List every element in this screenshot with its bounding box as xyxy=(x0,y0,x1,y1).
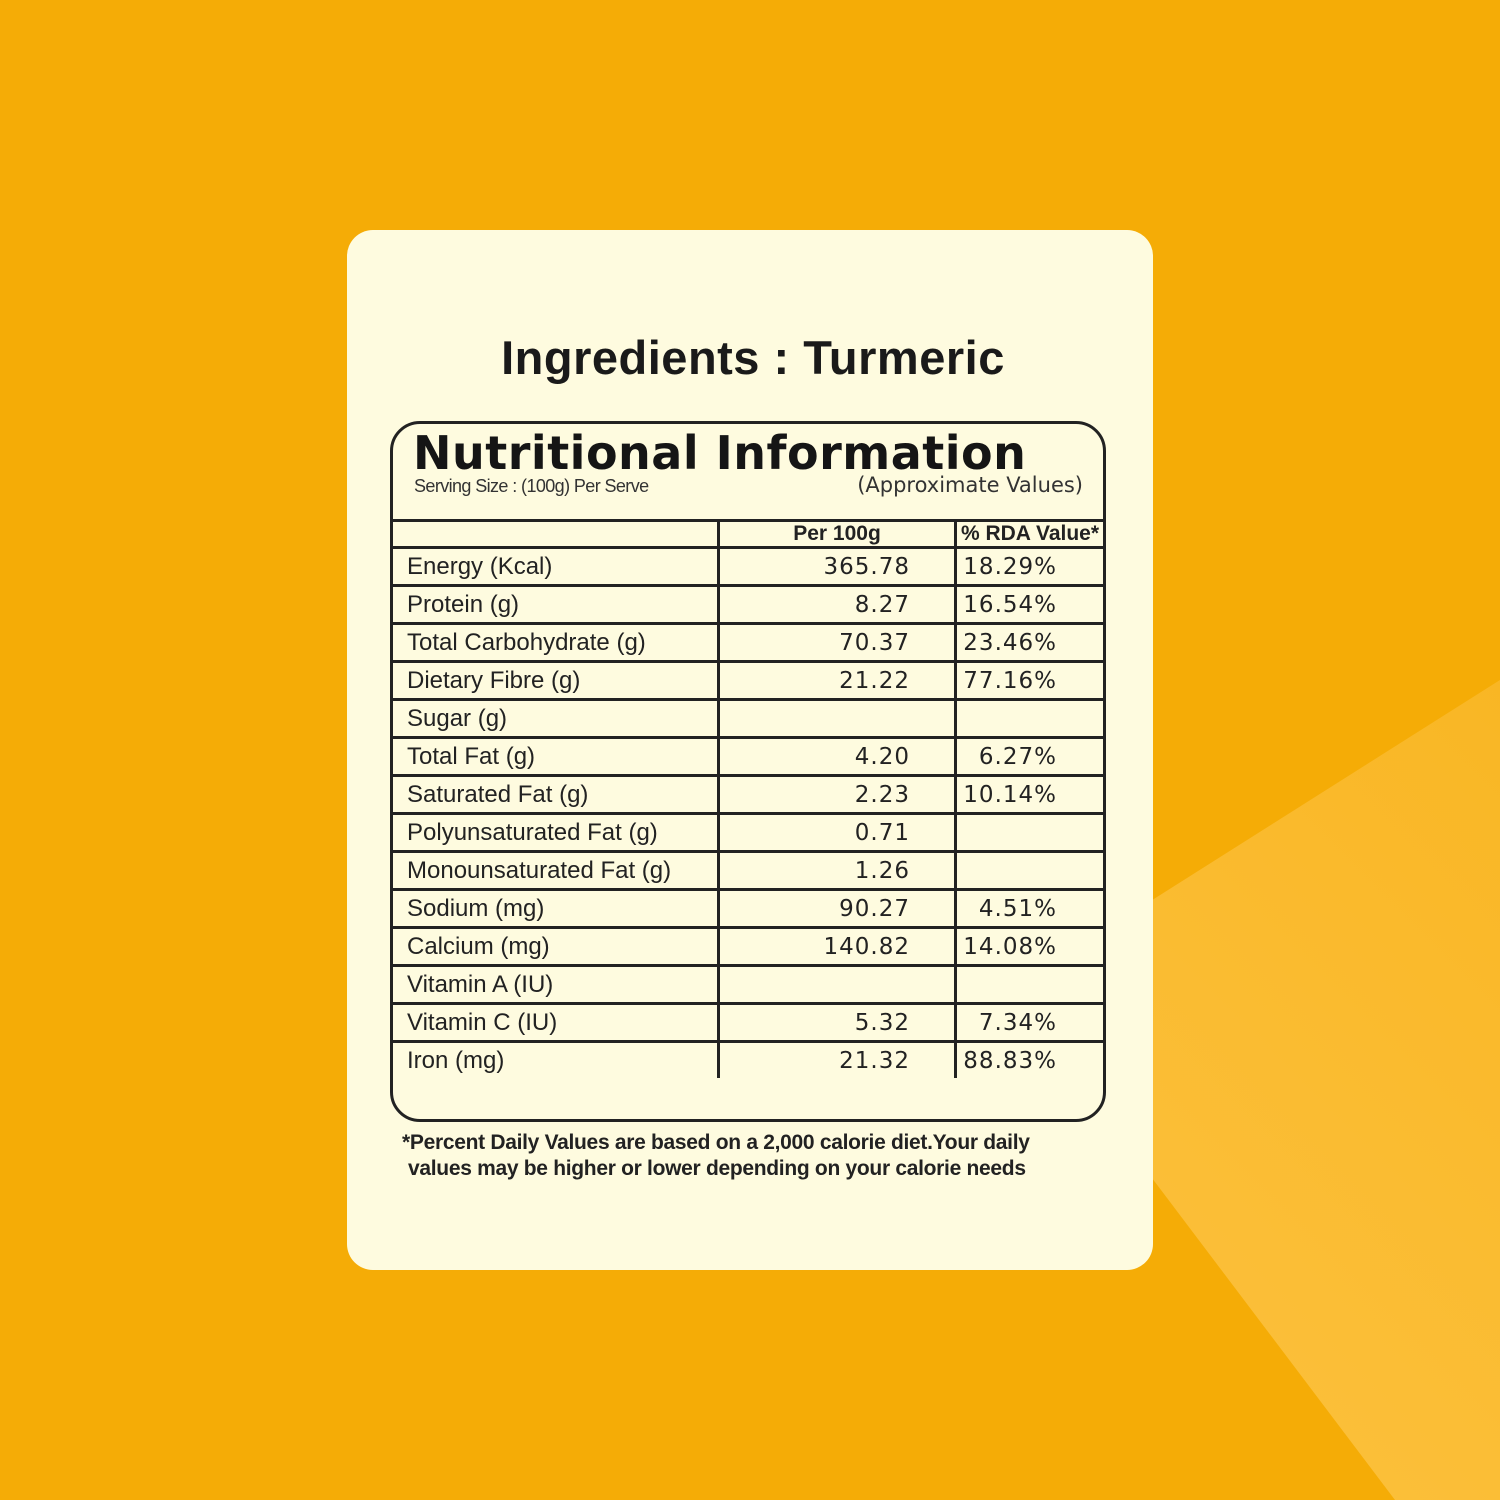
nutrient-name: Total Carbohydrate (g) xyxy=(393,622,720,663)
nutrient-name: Dietary Fibre (g) xyxy=(393,660,720,701)
table-row: Sugar (g) xyxy=(393,698,1103,739)
nutrient-name: Saturated Fat (g) xyxy=(393,774,720,815)
nutrient-name: Iron (mg) xyxy=(393,1040,720,1078)
rda-value: 23.46% xyxy=(954,622,1103,663)
per-100g-value: 21.22 xyxy=(717,660,957,701)
table-row: Saturated Fat (g) 2.23 10.14% xyxy=(393,774,1103,815)
table-row: Polyunsaturated Fat (g) 0.71 xyxy=(393,812,1103,853)
per-100g-value xyxy=(717,964,957,1005)
rda-value: 77.16% xyxy=(954,660,1103,701)
nutrient-name: Calcium (mg) xyxy=(393,926,720,967)
nutrient-name: Polyunsaturated Fat (g) xyxy=(393,812,720,853)
per-100g-value: 8.27 xyxy=(717,584,957,625)
nutrient-name: Sugar (g) xyxy=(393,698,720,739)
per-100g-value: 140.82 xyxy=(717,926,957,967)
footnote: *Percent Daily Values are based on a 2,0… xyxy=(402,1130,1102,1182)
table-row: Vitamin C (IU) 5.32 7.34% xyxy=(393,1002,1103,1043)
nutrient-name: Sodium (mg) xyxy=(393,888,720,929)
rda-value xyxy=(954,964,1103,1005)
table-row: Iron (mg) 21.32 88.83% xyxy=(393,1040,1103,1078)
per-100g-value: 1.26 xyxy=(717,850,957,891)
footnote-line-2: values may be higher or lower depending … xyxy=(408,1157,1026,1180)
per-100g-value: 4.20 xyxy=(717,736,957,777)
per-100g-value: 5.32 xyxy=(717,1002,957,1043)
nutrient-name: Monounsaturated Fat (g) xyxy=(393,850,720,891)
nutrient-name: Total Fat (g) xyxy=(393,736,720,777)
ingredients-title: Ingredients : Turmeric xyxy=(501,331,1005,384)
rda-value: 6.27% xyxy=(954,736,1103,777)
per-100g-value: 2.23 xyxy=(717,774,957,815)
table-row: Calcium (mg) 140.82 14.08% xyxy=(393,926,1103,967)
table-row: Vitamin A (IU) xyxy=(393,964,1103,1005)
nutrition-table: Per 100g % RDA Value* Energy (Kcal) 365.7… xyxy=(393,519,1103,1078)
nutrient-name: Vitamin A (IU) xyxy=(393,964,720,1005)
footnote-line-1: *Percent Daily Values are based on a 2,0… xyxy=(402,1131,1030,1154)
per-100g-value: 365.78 xyxy=(717,546,957,587)
table-row: Dietary Fibre (g) 21.22 77.16% xyxy=(393,660,1103,701)
column-header-per-100g: Per 100g xyxy=(717,519,957,549)
rda-value: 18.29% xyxy=(954,546,1103,587)
per-100g-value: 21.32 xyxy=(717,1040,957,1078)
rda-value: 88.83% xyxy=(954,1040,1103,1078)
nutrient-name: Protein (g) xyxy=(393,584,720,625)
table-header-row: Per 100g % RDA Value* xyxy=(393,519,1103,549)
table-row: Total Fat (g) 4.20 6.27% xyxy=(393,736,1103,777)
rda-value xyxy=(954,850,1103,891)
table-row: Protein (g) 8.27 16.54% xyxy=(393,584,1103,625)
column-header-nutrient xyxy=(393,519,720,549)
nutrition-heading: Nutritional Information xyxy=(413,426,1027,480)
serving-size: Serving Size : (100g) Per Serve xyxy=(414,476,649,496)
table-row: Energy (Kcal) 365.78 18.29% xyxy=(393,546,1103,587)
per-100g-value: 90.27 xyxy=(717,888,957,929)
table-row: Sodium (mg) 90.27 4.51% xyxy=(393,888,1103,929)
table-row: Total Carbohydrate (g) 70.37 23.46% xyxy=(393,622,1103,663)
table-row: Monounsaturated Fat (g) 1.26 xyxy=(393,850,1103,891)
label-card: Ingredients : Turmeric Nutritional Infor… xyxy=(347,230,1153,1270)
approximate-values-note: (Approximate Values) xyxy=(857,473,1083,497)
rda-value xyxy=(954,698,1103,739)
nutrient-name: Energy (Kcal) xyxy=(393,546,720,587)
nutrient-name: Vitamin C (IU) xyxy=(393,1002,720,1043)
rda-value: 16.54% xyxy=(954,584,1103,625)
per-100g-value xyxy=(717,698,957,739)
rda-value: 7.34% xyxy=(954,1002,1103,1043)
column-header-rda: % RDA Value* xyxy=(954,519,1103,549)
rda-value xyxy=(954,812,1103,853)
rda-value: 10.14% xyxy=(954,774,1103,815)
nutrition-panel: Nutritional Information Serving Size : (… xyxy=(390,421,1106,1122)
per-100g-value: 0.71 xyxy=(717,812,957,853)
rda-value: 4.51% xyxy=(954,888,1103,929)
rda-value: 14.08% xyxy=(954,926,1103,967)
per-100g-value: 70.37 xyxy=(717,622,957,663)
